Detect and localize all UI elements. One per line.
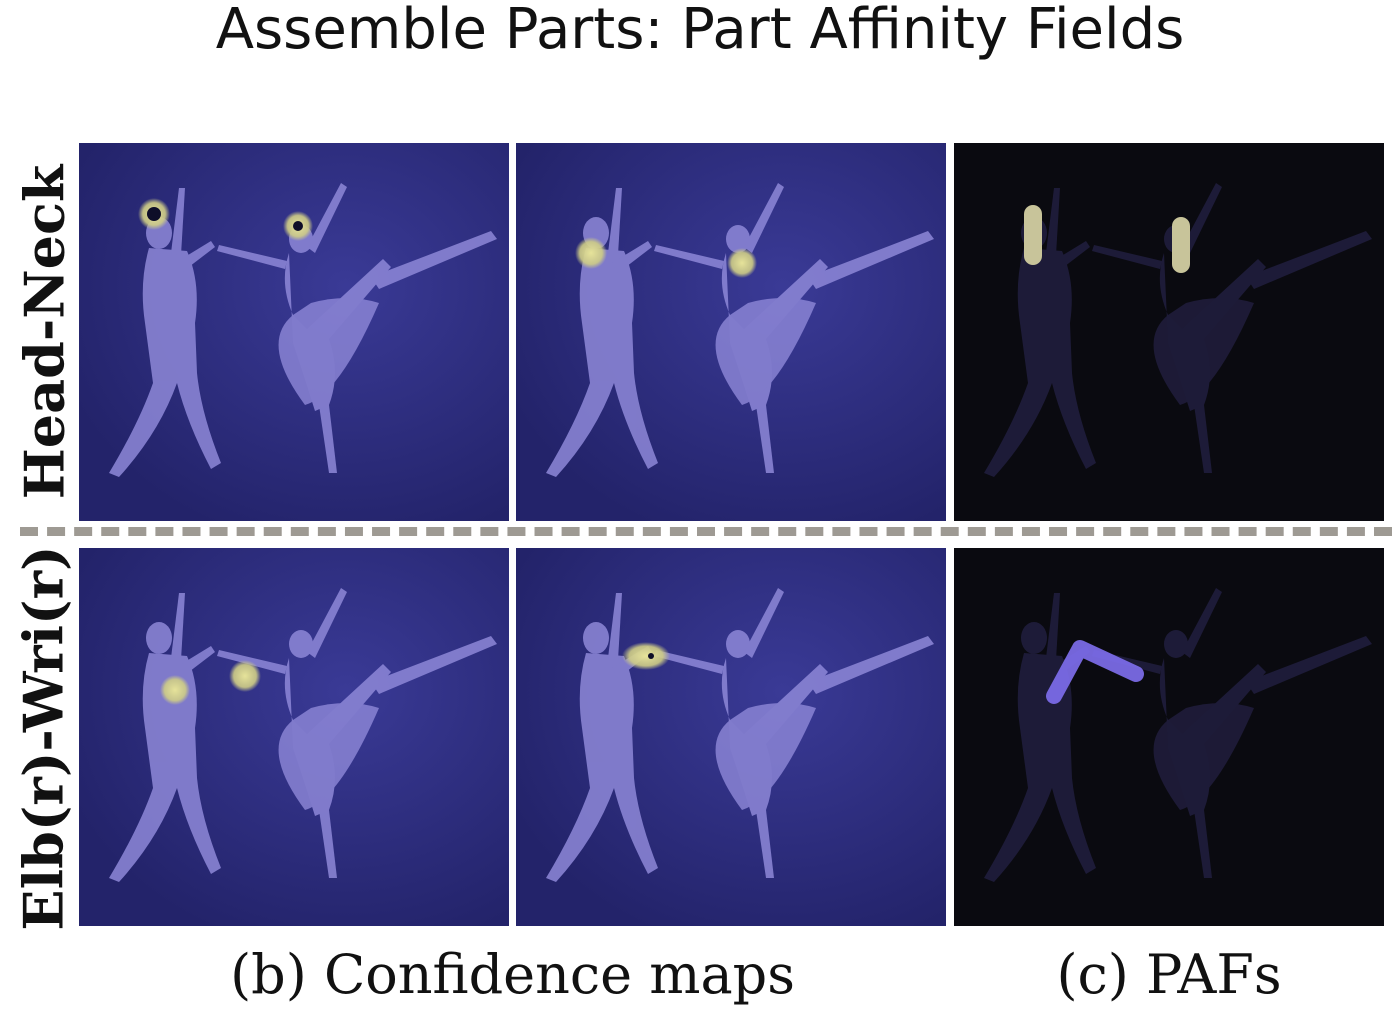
- row-label-text: Head-Neck: [12, 164, 77, 500]
- row-label-head-neck: Head-Neck: [12, 142, 76, 522]
- confidence-map-neck: [516, 143, 946, 521]
- caption-confidence-maps: (b) Confidence maps: [230, 943, 795, 1006]
- paf-elbow-wrist: [954, 548, 1384, 926]
- confidence-map-elbow: [79, 548, 509, 926]
- confidence-map-head: [79, 143, 509, 521]
- confidence-map-wrist: [516, 548, 946, 926]
- caption-pafs: (c) PAFs: [1056, 943, 1282, 1006]
- paf-head-neck: [954, 143, 1384, 521]
- row-label-elbow-wrist: Elb(r)-Wri(r): [12, 545, 76, 930]
- row-divider: [20, 527, 1392, 536]
- figure-title: Assemble Parts: Part Affinity Fields: [215, 0, 1185, 62]
- row-label-text: Elb(r)-Wri(r): [12, 545, 77, 931]
